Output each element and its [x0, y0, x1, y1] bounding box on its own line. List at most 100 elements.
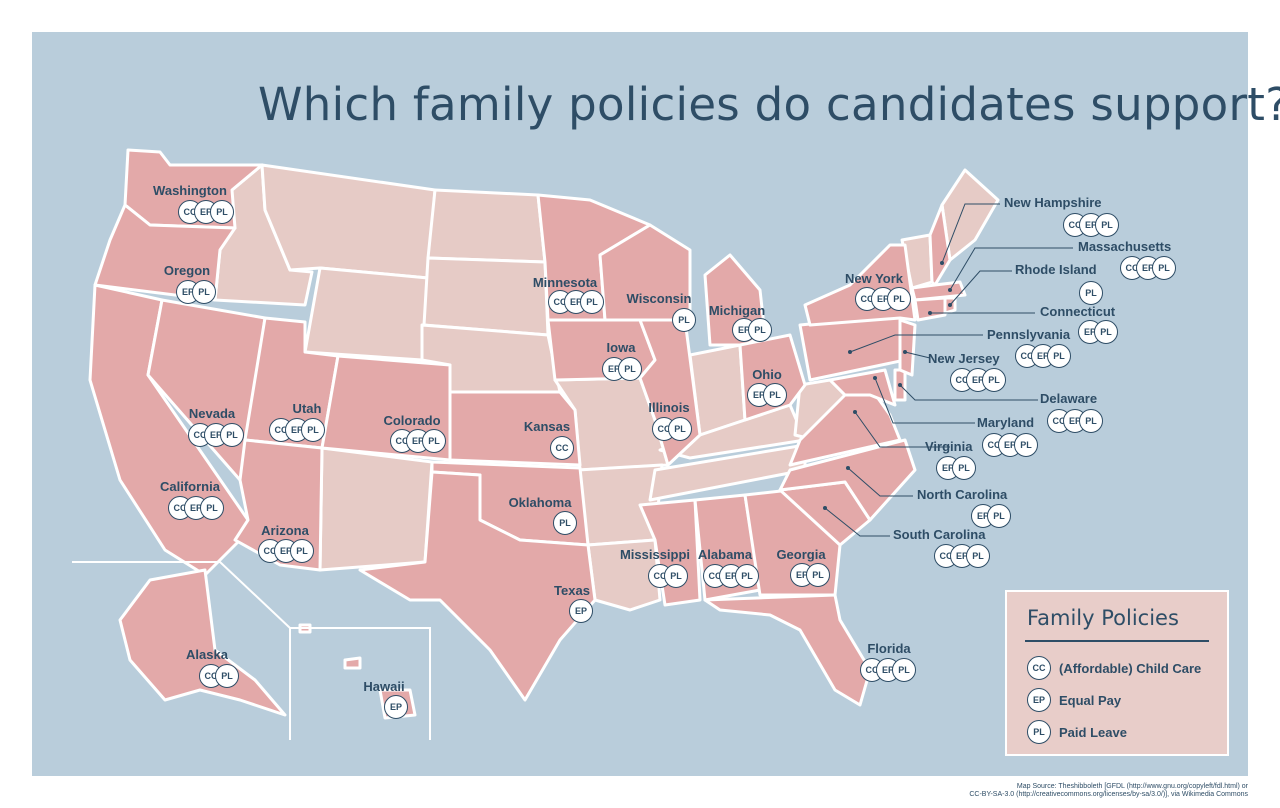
- policy-badges: CC: [550, 436, 574, 460]
- leader-line: [949, 247, 1073, 291]
- state-label: Washington: [153, 183, 227, 198]
- cc-badge-icon: CC: [550, 436, 574, 460]
- state-label: Connecticut: [1040, 304, 1116, 319]
- state-label: Hawaii: [363, 679, 405, 694]
- state-label: South Carolina: [893, 527, 986, 542]
- state-new-jersey: [898, 318, 917, 377]
- leader-line: [874, 377, 975, 424]
- leader-line: [941, 203, 1000, 264]
- state-texas: [358, 470, 597, 702]
- state-label: Wisconsin: [626, 291, 692, 306]
- pl-badge-icon: PL: [618, 357, 642, 381]
- pl-badge-icon: PL: [664, 564, 688, 588]
- state-kansas: [448, 390, 582, 467]
- state-label: Mississippi: [619, 547, 691, 562]
- state-label: New Hampshire: [1004, 195, 1102, 210]
- policy-badges: CC EP PL: [390, 429, 446, 453]
- policy-badges: CC EP PL: [1047, 409, 1103, 433]
- state-marker: [853, 410, 857, 414]
- state-marker: [846, 466, 850, 470]
- policy-badges: EP PL: [1078, 320, 1118, 344]
- state-arizona: [233, 438, 324, 572]
- policy-badges: CC EP PL: [860, 658, 916, 682]
- state-label: Florida: [867, 641, 911, 656]
- pl-badge-icon: PL: [192, 280, 216, 304]
- leader-line: [949, 270, 1012, 306]
- policy-badges: EP PL: [936, 456, 976, 480]
- policy-badges: EP PL: [971, 504, 1011, 528]
- state-marker: [873, 376, 877, 380]
- pl-badge-icon: PL: [966, 544, 990, 568]
- pl-badge-icon: PL: [210, 200, 234, 224]
- pl-badge-icon: PL: [952, 456, 976, 480]
- state-south-dakota: [422, 256, 550, 337]
- policy-badges: EP PL: [732, 318, 772, 342]
- policy-badges: CC EP PL: [168, 496, 224, 520]
- state-label: New York: [844, 271, 904, 286]
- pl-badge-icon: PL: [668, 417, 692, 441]
- policy-badges: CC EP PL: [934, 544, 990, 568]
- pl-badge-icon: PL: [200, 496, 224, 520]
- state-marker: [823, 506, 827, 510]
- pl-badge-icon: PL: [1079, 409, 1103, 433]
- legend-item-pl: PL Paid Leave: [1027, 720, 1127, 744]
- policy-badges: CC EP PL: [1015, 344, 1071, 368]
- state-label: California: [160, 479, 220, 494]
- pl-badge-icon: PL: [887, 287, 911, 311]
- legend-divider: [1025, 640, 1209, 642]
- pl-badge-icon: PL: [290, 539, 314, 563]
- state-label: Colorado: [383, 413, 441, 428]
- legend-item-label: (Affordable) Child Care: [1059, 660, 1202, 676]
- state-label: Texas: [554, 583, 590, 598]
- map-source-credit: Map Source: Theshibboleth [GFDL (http://…: [969, 783, 1248, 799]
- ep-badge-icon: EP: [384, 695, 408, 719]
- pl-badge-icon: PL: [1094, 320, 1118, 344]
- state-label: Nevada: [188, 406, 236, 421]
- state-label: Alaska: [186, 647, 228, 662]
- legend-title: Family Policies: [1027, 606, 1179, 630]
- state-label: New Jersey: [928, 351, 1000, 366]
- legend-item-label: Equal Pay: [1059, 692, 1122, 708]
- state-label: Utah: [292, 401, 322, 416]
- state-label: Pennslyvania: [987, 327, 1071, 342]
- pl-badge-icon: PL: [1027, 720, 1051, 744]
- pl-badge-icon: PL: [892, 658, 916, 682]
- policy-badges: EP: [569, 599, 593, 623]
- state-label: Massachusetts: [1078, 239, 1172, 254]
- state-maryland: [828, 368, 897, 407]
- pl-badge-icon: PL: [735, 564, 759, 588]
- leader-line: [854, 411, 950, 448]
- state-montana: [260, 163, 437, 280]
- state-marker: [903, 350, 907, 354]
- state-hawaii: [298, 623, 417, 720]
- policy-badges: EP PL: [747, 383, 787, 407]
- inset-border: [72, 561, 431, 740]
- policy-badges: CC EP PL: [982, 433, 1038, 457]
- state-label: Illinois: [648, 400, 690, 415]
- legend-item-cc: CC (Affordable) Child Care: [1027, 656, 1201, 680]
- state-maine: [940, 168, 1000, 262]
- state-label: Oregon: [163, 263, 211, 278]
- legend: Family Policies CC (Affordable) Child Car…: [1005, 590, 1229, 756]
- pl-badge-icon: PL: [1152, 256, 1176, 280]
- policy-badges: CC EP PL: [703, 564, 759, 588]
- legend-item-ep: EP Equal Pay: [1027, 688, 1121, 712]
- pl-badge-icon: PL: [806, 563, 830, 587]
- policy-badges: PL: [1079, 281, 1103, 305]
- state-label: Arizona: [261, 523, 309, 538]
- leader-line: [849, 334, 983, 353]
- state-marker: [948, 303, 952, 307]
- state-alaska: [118, 568, 287, 717]
- policy-badges: EP PL: [602, 357, 642, 381]
- policy-badges: CC EP PL: [1063, 213, 1119, 237]
- state-label: Michigan: [708, 303, 766, 318]
- pl-badge-icon: PL: [672, 308, 696, 332]
- state-label: Kansas: [523, 419, 571, 434]
- state-label: Oklahoma: [508, 495, 572, 510]
- state-marker: [948, 288, 952, 292]
- pl-badge-icon: PL: [215, 664, 239, 688]
- policy-badges: CC EP PL: [855, 287, 911, 311]
- ep-badge-icon: EP: [569, 599, 593, 623]
- policy-badges: CC EP PL: [548, 290, 604, 314]
- pl-badge-icon: PL: [1014, 433, 1038, 457]
